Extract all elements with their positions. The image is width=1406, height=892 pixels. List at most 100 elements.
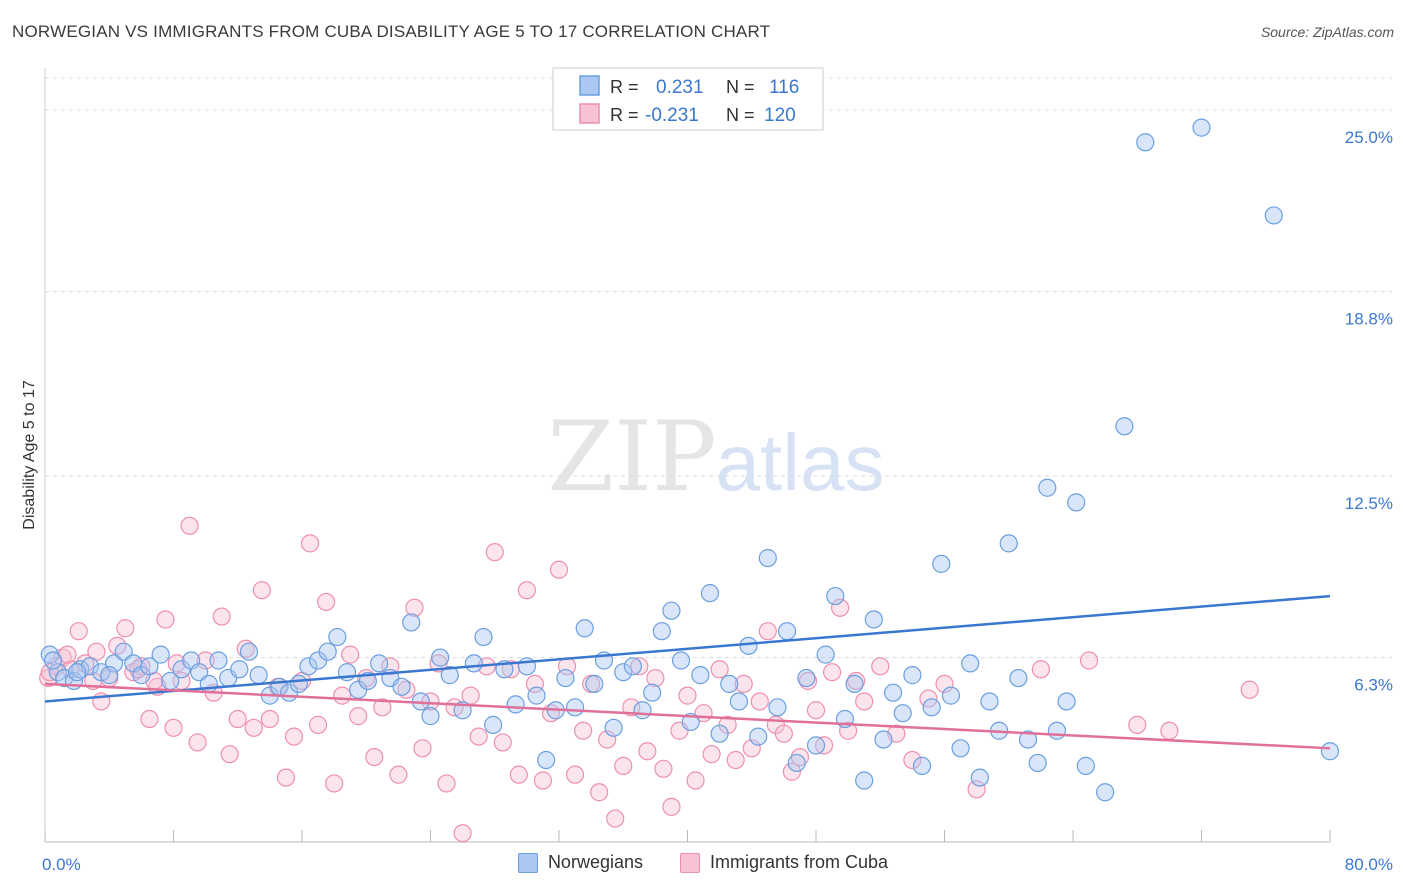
norwegians-point-102[interactable] (1038, 478, 1057, 497)
cuba-point-36[interactable] (325, 774, 344, 793)
norwegians-point-66[interactable] (691, 666, 710, 685)
norwegians-point-21[interactable] (239, 642, 259, 661)
legend-item-norwegians[interactable]: Norwegians (517, 852, 643, 873)
norwegians-point-87[interactable] (893, 704, 912, 723)
norwegians-point-54[interactable] (575, 619, 594, 638)
norwegians-point-107[interactable] (1096, 783, 1115, 802)
norwegians-point-83[interactable] (855, 771, 874, 790)
norwegians-point-37[interactable] (402, 613, 421, 632)
cuba-point-110[interactable] (1079, 651, 1099, 670)
norwegians-point-85[interactable] (874, 730, 893, 749)
norwegians-point-50[interactable] (537, 750, 556, 770)
norwegians-point-36[interactable] (392, 677, 411, 696)
cuba-point-4[interactable] (69, 622, 88, 641)
cuba-point-74[interactable] (630, 657, 649, 676)
cuba-point-28[interactable] (260, 709, 279, 729)
norwegians-point-86[interactable] (883, 683, 903, 702)
cuba-point-99[interactable] (830, 598, 850, 617)
norwegians-point-11[interactable] (140, 657, 159, 676)
cuba-point-107[interactable] (935, 674, 954, 694)
cuba-point-60[interactable] (517, 581, 536, 600)
cuba-point-92[interactable] (774, 724, 793, 743)
norwegians-point-67[interactable] (700, 584, 720, 603)
cuba-point-96[interactable] (806, 701, 826, 720)
norwegians-point-72[interactable] (749, 727, 768, 746)
cuba-point-27[interactable] (252, 581, 271, 600)
norwegians-point-47[interactable] (506, 695, 525, 714)
cuba-point-64[interactable] (549, 560, 569, 579)
cuba-point-111[interactable] (1128, 715, 1147, 734)
cuba-point-22[interactable] (212, 607, 231, 626)
norwegians-point-89[interactable] (912, 756, 932, 775)
cuba-point-34[interactable] (308, 715, 328, 734)
norwegians-point-34[interactable] (370, 654, 389, 673)
norwegians-point-40[interactable] (431, 648, 450, 667)
cuba-point-89[interactable] (750, 692, 769, 711)
cuba-point-84[interactable] (710, 660, 729, 679)
cuba-point-50[interactable] (437, 774, 456, 793)
cuba-point-94[interactable] (790, 747, 810, 767)
cuba-point-83[interactable] (702, 745, 721, 764)
norwegians-point-30[interactable] (328, 627, 347, 647)
norwegians-point-20[interactable] (230, 660, 249, 679)
cuba-point-109[interactable] (1031, 660, 1050, 679)
cuba-point-54[interactable] (469, 727, 488, 746)
cuba-point-61[interactable] (525, 674, 545, 694)
cuba-point-103[interactable] (871, 657, 890, 676)
norwegians-point-59[interactable] (623, 657, 642, 676)
cuba-point-105[interactable] (903, 750, 922, 770)
norwegians-point-98[interactable] (999, 534, 1018, 553)
norwegians-point-33[interactable] (358, 671, 377, 691)
norwegians-point-71[interactable] (739, 636, 758, 655)
cuba-point-13[interactable] (140, 709, 159, 729)
norwegians-point-112[interactable] (1320, 742, 1340, 761)
cuba-point-95[interactable] (798, 671, 818, 691)
norwegians-point-109[interactable] (1136, 133, 1155, 152)
norwegians-point-90[interactable] (922, 698, 941, 717)
norwegians-point-58[interactable] (614, 663, 633, 682)
norwegians-point-92[interactable] (941, 686, 961, 705)
cuba-point-98[interactable] (822, 663, 842, 682)
norwegians-point-91[interactable] (932, 554, 951, 573)
cuba-point-102[interactable] (855, 692, 874, 711)
cuba-point-24[interactable] (228, 709, 247, 729)
norwegians-point-45[interactable] (484, 715, 503, 734)
cuba-point-41[interactable] (365, 747, 384, 767)
cuba-point-57[interactable] (493, 733, 512, 752)
cuba-point-39[interactable] (349, 707, 368, 726)
norwegians-point-110[interactable] (1192, 118, 1211, 137)
cuba-point-23[interactable] (220, 745, 239, 764)
cuba-point-31[interactable] (284, 727, 304, 746)
norwegians-point-96[interactable] (980, 692, 999, 711)
cuba-point-76[interactable] (646, 668, 665, 688)
cuba-point-80[interactable] (678, 686, 697, 705)
norwegians-point-103[interactable] (1047, 721, 1067, 740)
norwegians-point-16[interactable] (190, 663, 209, 682)
norwegians-point-63[interactable] (662, 601, 681, 620)
norwegians-point-39[interactable] (421, 707, 440, 726)
norwegians-point-111[interactable] (1264, 206, 1283, 225)
cuba-point-26[interactable] (244, 718, 263, 737)
norwegians-point-68[interactable] (710, 724, 729, 743)
norwegians-point-26[interactable] (289, 674, 308, 694)
cuba-point-87[interactable] (734, 674, 753, 694)
cuba-point-19[interactable] (188, 733, 207, 752)
norwegians-point-74[interactable] (768, 698, 787, 717)
norwegians-point-61[interactable] (643, 683, 662, 702)
norwegians-point-57[interactable] (604, 718, 623, 737)
cuba-point-46[interactable] (405, 598, 424, 617)
cuba-point-112[interactable] (1160, 721, 1179, 740)
cuba-point-44[interactable] (389, 765, 408, 784)
norwegians-point-95[interactable] (970, 768, 989, 787)
norwegians-point-115[interactable] (43, 651, 63, 670)
norwegians-point-99[interactable] (1009, 668, 1028, 688)
cuba-point-93[interactable] (782, 762, 802, 781)
norwegians-point-55[interactable] (585, 674, 604, 694)
norwegians-point-75[interactable] (777, 622, 797, 641)
cuba-point-15[interactable] (156, 610, 175, 629)
cuba-point-75[interactable] (638, 742, 657, 761)
cuba-point-77[interactable] (654, 759, 673, 778)
cuba-point-45[interactable] (397, 680, 416, 699)
norwegians-point-108[interactable] (1115, 417, 1134, 436)
norwegians-point-8[interactable] (114, 642, 133, 661)
